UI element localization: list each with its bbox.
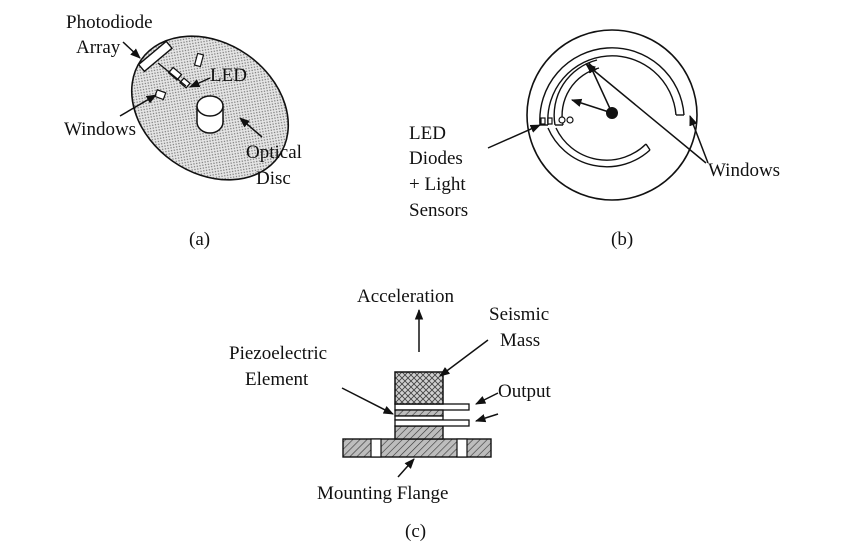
label-led-b-l1: LED bbox=[409, 123, 446, 144]
label-output: Output bbox=[498, 381, 552, 402]
base-pedestal bbox=[394, 425, 444, 440]
panel-b: LED Diodes + Light Sensors Windows (b) bbox=[409, 29, 780, 250]
led-sensors bbox=[540, 116, 574, 125]
label-mounting: Mounting Flange bbox=[317, 483, 448, 504]
mounting-flange bbox=[342, 438, 492, 458]
photodiode-array bbox=[137, 40, 173, 73]
label-acceleration: Acceleration bbox=[357, 286, 455, 307]
label-piezo-l1: Piezoelectric bbox=[229, 343, 327, 364]
panel-c: Acceleration Seismic Mass Piezoelectric … bbox=[229, 286, 552, 542]
label-seismic-l2: Mass bbox=[500, 330, 540, 351]
label-photodiode-l2: Array bbox=[76, 37, 121, 58]
label-led-b-l3: + Light bbox=[409, 174, 466, 195]
seismic-mass bbox=[394, 371, 444, 405]
label-windows-a: Windows bbox=[64, 119, 136, 140]
label-windows-b: Windows bbox=[708, 160, 780, 181]
label-seismic-l1: Seismic bbox=[489, 304, 549, 325]
label-photodiode-l1: Photodiode bbox=[66, 12, 153, 33]
led-element-2 bbox=[179, 77, 191, 89]
disc-window bbox=[193, 52, 205, 68]
disc-window bbox=[154, 89, 167, 101]
led-element bbox=[167, 66, 183, 81]
caption-a: (a) bbox=[189, 229, 210, 250]
label-optical-l2: Disc bbox=[256, 168, 291, 189]
label-optical-l1: Optical bbox=[246, 142, 302, 163]
disc-hub bbox=[196, 95, 224, 134]
label-piezo-l2: Element bbox=[245, 369, 309, 390]
flange-hole-left bbox=[370, 438, 382, 458]
label-led: LED bbox=[210, 65, 247, 86]
caption-c: (c) bbox=[405, 521, 426, 542]
panel-a: Photodiode Array LED Windows Optical Dis… bbox=[64, 12, 302, 250]
label-led-b-l4: Sensors bbox=[409, 200, 468, 221]
label-led-b-l2: Diodes bbox=[409, 148, 463, 169]
flange-hole-right bbox=[456, 438, 468, 458]
caption-b: (b) bbox=[611, 229, 633, 250]
piezoelectric-element bbox=[394, 403, 470, 427]
